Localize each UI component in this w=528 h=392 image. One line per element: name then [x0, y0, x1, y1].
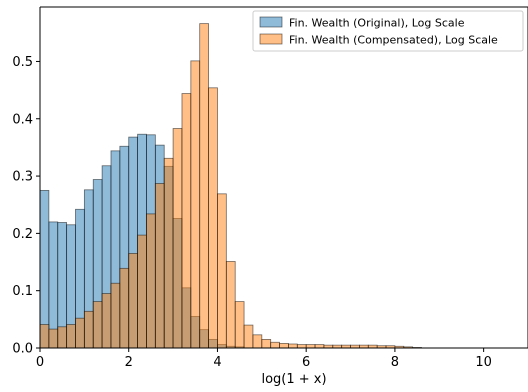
x-tick-label: 10 [475, 355, 492, 370]
ticks-layer: 0 2 4 6 8 10 0.0 0.1 0.2 0.3 0.4 0.5 [12, 55, 492, 370]
histogram-bar [75, 317, 85, 349]
histogram-bar [101, 293, 112, 349]
legend-box [252, 10, 524, 52]
histogram-bar [154, 183, 165, 349]
legend: Fin. Wealth (Original), Log Scale Fin. We… [252, 10, 524, 52]
histogram-bar [305, 344, 316, 349]
histogram-bar [225, 261, 236, 349]
histogram-bar [217, 193, 227, 349]
x-tick-label: 2 [125, 355, 133, 370]
legend-swatch [259, 16, 283, 28]
histogram-bar [261, 339, 272, 349]
histogram-bar [83, 310, 94, 349]
histogram-bar [296, 344, 307, 349]
histogram-bar [234, 301, 245, 349]
y-tick-label: 0.2 [12, 227, 33, 242]
legend-swatch [259, 33, 283, 45]
histogram-bar [288, 343, 298, 349]
histogram-bar [66, 324, 76, 349]
histogram-bar [243, 324, 254, 349]
histogram-bar [252, 334, 263, 349]
histogram-bar [48, 328, 59, 349]
histogram-bar [128, 253, 139, 349]
histogram-bar [92, 301, 103, 349]
histogram-bar [57, 326, 68, 349]
y-tick-label: 0.4 [12, 112, 33, 127]
histogram-bar [137, 234, 147, 349]
y-tick-label: 0.0 [12, 342, 33, 357]
histogram-bar [146, 213, 156, 349]
histogram-bar [208, 87, 218, 349]
histogram-bar [172, 128, 183, 349]
histogram-bar [110, 282, 121, 349]
histogram-bar [199, 23, 209, 349]
histogram-bar [163, 157, 174, 349]
x-tick-label: 8 [391, 355, 399, 370]
legend-label: Fin. Wealth (Original), Log Scale [289, 17, 465, 30]
x-tick-label: 0 [36, 355, 44, 370]
y-tick-label: 0.1 [12, 284, 33, 299]
histogram-bar [119, 267, 130, 349]
histogram-bar [279, 343, 289, 349]
histogram-bar [270, 341, 280, 349]
x-axis-label: log(1 + x) [261, 372, 326, 387]
histogram-bar [190, 60, 201, 349]
histogram-bar [181, 93, 192, 349]
legend-label: Fin. Wealth (Compensated), Log Scale [289, 34, 498, 47]
histogram-bar [39, 324, 50, 349]
y-tick-label: 0.5 [12, 55, 33, 70]
x-tick-label: 6 [302, 355, 310, 370]
x-tick-label: 4 [213, 355, 221, 370]
y-tick-label: 0.3 [12, 170, 33, 185]
legend-entries: Fin. Wealth (Original), Log Scale Fin. We… [259, 16, 498, 47]
histogram-bar [314, 344, 325, 349]
